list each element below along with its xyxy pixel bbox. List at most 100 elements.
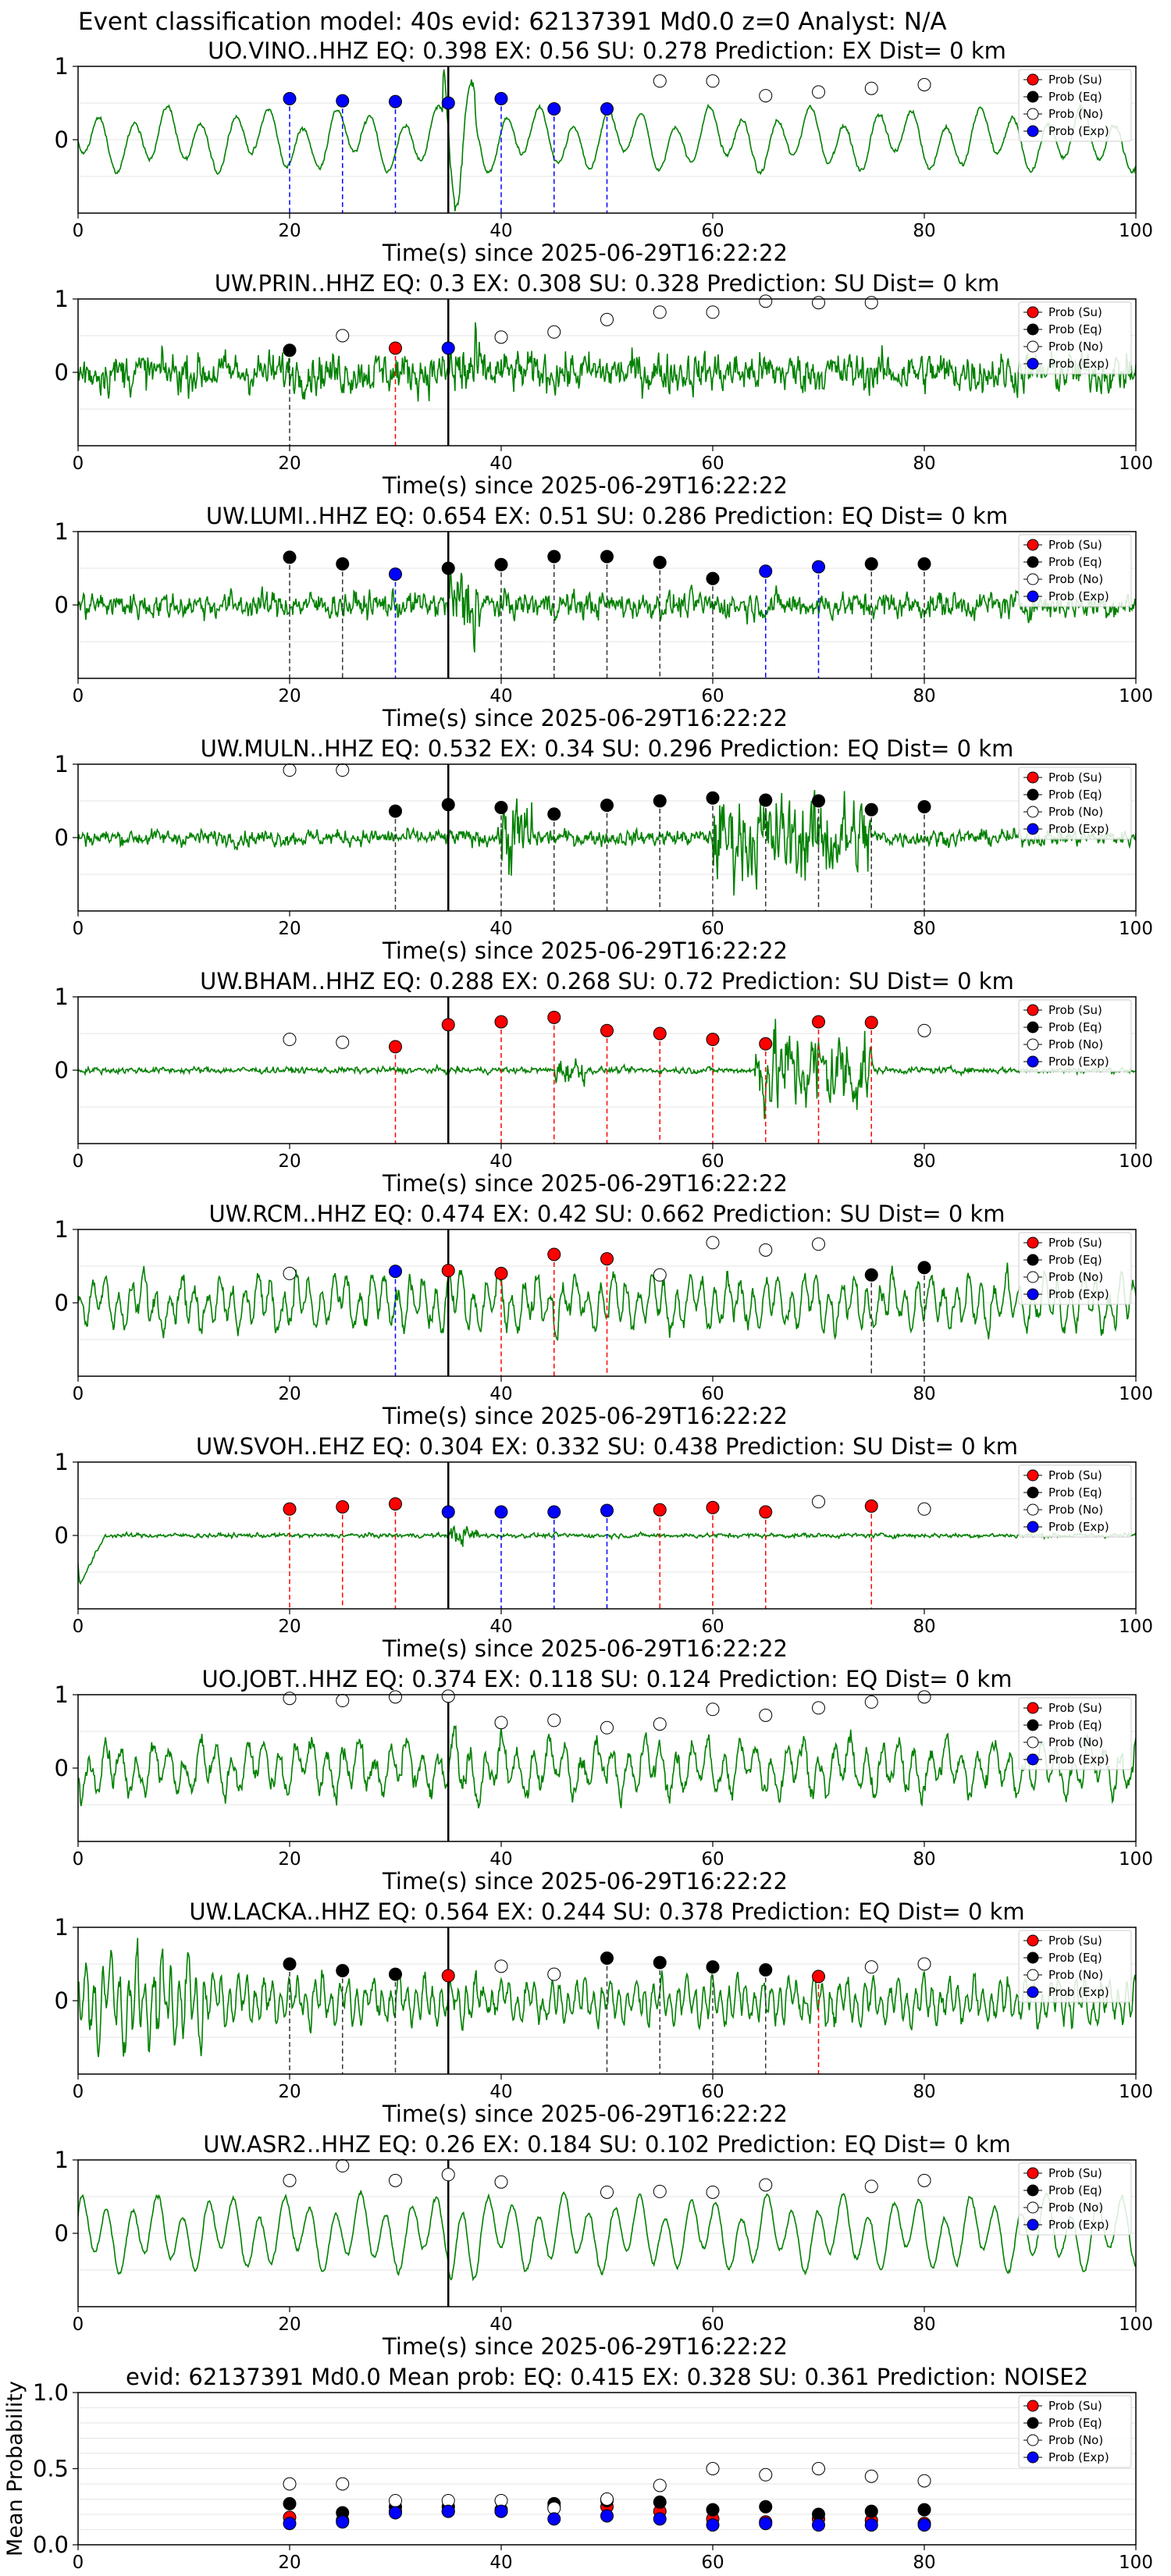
legend-swatch-marker	[1027, 1021, 1039, 1034]
prob-marker-su	[812, 1969, 825, 1984]
prob-marker-exp	[547, 1505, 561, 1519]
x-tick-label: 40	[489, 919, 512, 939]
legend-swatch-marker	[1027, 2434, 1039, 2446]
mean-prob-point-exp	[706, 2518, 720, 2532]
prob-marker-exp	[389, 94, 402, 109]
legend-label: Prob (Eq)	[1048, 322, 1102, 336]
prob-marker-no	[864, 1960, 878, 1974]
mean-prob-point-no	[336, 2477, 350, 2491]
legend-box	[1018, 301, 1132, 375]
legend-swatch-marker	[1027, 2417, 1039, 2429]
x-tick-label: 20	[278, 1617, 301, 1637]
prob-marker-no	[917, 1957, 931, 1971]
prob-marker-su	[389, 1040, 402, 1054]
prob-marker-eq	[600, 1951, 614, 1965]
prob-marker-no	[600, 2185, 614, 2199]
mean-prob-point-exp	[600, 2509, 614, 2523]
mean-prob-point-exp	[812, 2518, 825, 2532]
mean-prob-point-no	[864, 2469, 878, 2483]
prob-marker-no	[917, 1502, 931, 1516]
prob-marker-eq	[706, 571, 720, 585]
x-tick-label: 60	[701, 1151, 724, 1172]
legend-swatch-marker	[1027, 1753, 1039, 1766]
legend-swatch-marker	[1027, 1969, 1039, 1981]
legend-swatch-marker	[1027, 1236, 1039, 1249]
x-tick-label: 40	[489, 2314, 512, 2335]
x-tick-label: 80	[913, 221, 935, 241]
waveform-trace	[78, 790, 1136, 896]
mean-prob-point-no	[706, 2462, 720, 2475]
legend-label: Prob (Exp)	[1048, 1985, 1109, 1999]
y-tick-label: 1	[55, 984, 69, 1010]
legend-label: Prob (Exp)	[1048, 822, 1109, 836]
prob-marker-no	[494, 1959, 508, 1973]
x-tick-label: 40	[489, 1151, 512, 1172]
mean-prob-point-exp	[283, 2517, 297, 2531]
mean-prob-point-exp	[441, 2504, 455, 2518]
mean-prob-point-exp	[494, 2504, 508, 2518]
prob-marker-no	[441, 1689, 455, 1703]
mean-prob-point-exp	[336, 2515, 350, 2529]
x-tick-label: 40	[489, 1384, 512, 1404]
prob-marker-no	[600, 312, 614, 326]
prob-marker-eq	[494, 557, 508, 571]
x-tick-label: 100	[1119, 221, 1153, 241]
prob-marker-eq	[653, 555, 667, 569]
legend-label: Prob (Su)	[1048, 2399, 1102, 2413]
x-tick-label: 80	[913, 919, 935, 939]
prob-marker-eq	[917, 800, 931, 814]
legend-swatch-marker	[1027, 1469, 1039, 1482]
x-axis-label: Time(s) since 2025-06-29T16:22:22	[382, 1403, 788, 1429]
legend-label: Prob (Eq)	[1048, 2183, 1102, 2197]
prob-marker-su	[494, 1015, 508, 1029]
plot-area	[78, 1462, 1136, 1609]
y-tick-label: 1	[55, 286, 69, 312]
legend-label: Prob (No)	[1048, 1037, 1103, 1051]
legend-swatch-marker	[1027, 323, 1039, 336]
chart-title: UW.MULN..HHZ EQ: 0.532 EX: 0.34 SU: 0.29…	[201, 735, 1014, 762]
legend-swatch-marker	[1027, 1503, 1039, 1516]
prob-marker-no	[283, 2173, 297, 2187]
legend-label: Prob (Su)	[1048, 2166, 1102, 2180]
x-tick-label: 20	[278, 454, 301, 474]
legend-label: Prob (No)	[1048, 1735, 1103, 1749]
prob-marker-su	[600, 1252, 614, 1266]
prob-marker-no	[600, 1720, 614, 1735]
prob-marker-eq	[283, 343, 297, 358]
x-tick-label: 0	[73, 2314, 84, 2335]
prob-marker-eq	[441, 561, 455, 575]
legend-label: Prob (No)	[1048, 107, 1103, 121]
x-tick-label: 40	[489, 2553, 512, 2573]
figure-title: Event classification model: 40s evid: 62…	[78, 8, 947, 36]
prob-marker-no	[917, 78, 931, 91]
mean-prob-point-eq	[706, 2503, 720, 2517]
plot-area	[78, 764, 1136, 911]
prob-marker-eq	[389, 804, 402, 818]
chart-panel-3: UW.LUMI..HHZ EQ: 0.654 EX: 0.51 SU: 0.28…	[55, 503, 1153, 731]
legend-label: Prob (Su)	[1048, 1468, 1102, 1482]
legend-swatch-marker	[1027, 1038, 1039, 1051]
prob-marker-eq	[864, 802, 878, 817]
y-tick-label: 1	[55, 751, 69, 777]
mean-prob-point-no	[283, 2477, 297, 2491]
prob-marker-no	[706, 305, 720, 319]
x-tick-label: 0	[73, 454, 84, 474]
legend-box	[1018, 1697, 1132, 1770]
mean-prob-point-eq	[283, 2496, 297, 2510]
y-tick-label: 1	[55, 1914, 69, 1941]
legend-swatch-marker	[1027, 73, 1039, 86]
prob-marker-su	[547, 1247, 561, 1261]
legend-swatch-marker	[1027, 306, 1039, 318]
x-tick-label: 100	[1119, 686, 1153, 706]
mean-prob-point-no	[917, 2474, 931, 2488]
plot-area	[78, 1695, 1136, 1841]
prob-marker-su	[653, 1026, 667, 1041]
legend-swatch-marker	[1027, 91, 1039, 103]
prob-marker-no	[336, 2159, 350, 2173]
y-tick-label: 1	[55, 53, 69, 80]
mean-prob-point-no	[389, 2493, 402, 2507]
x-tick-label: 100	[1119, 2553, 1153, 2573]
x-tick-label: 20	[278, 686, 301, 706]
